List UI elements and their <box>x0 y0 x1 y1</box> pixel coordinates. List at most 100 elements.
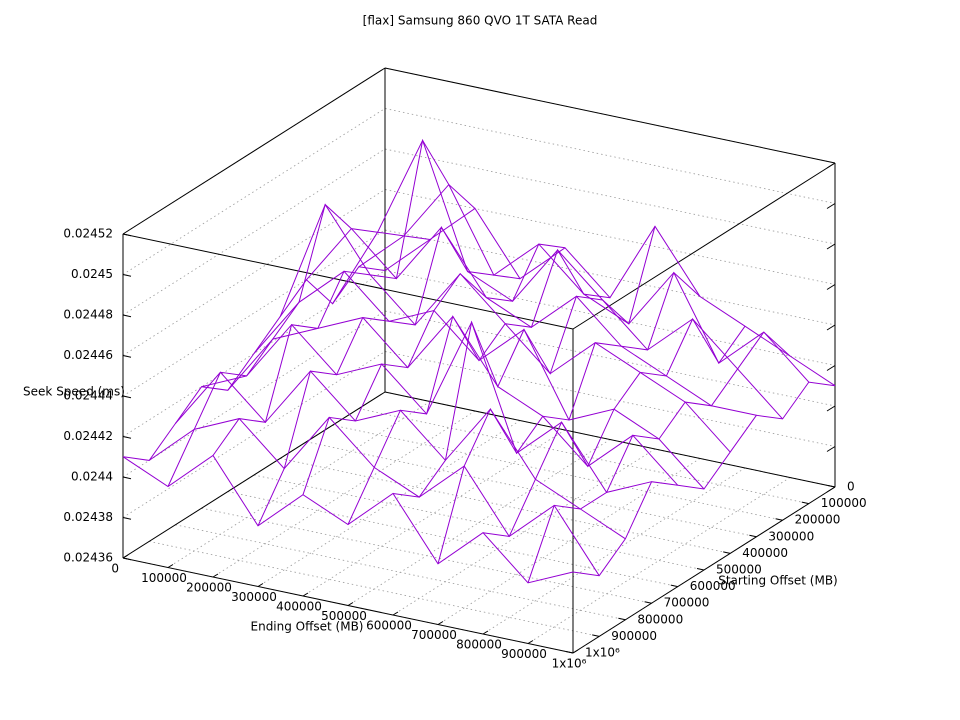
axis-frame <box>384 67 836 164</box>
z-tick-label: 0.02442 <box>63 429 113 443</box>
y-tick-label: 100000 <box>821 496 867 510</box>
z-tick <box>122 517 132 520</box>
x-tick-label: 100000 <box>141 571 187 585</box>
y-tick-label: 800000 <box>637 612 683 626</box>
x-tick-label: 300000 <box>231 590 277 604</box>
z-tick <box>826 365 836 371</box>
grid-line <box>302 429 566 597</box>
z-axis-label: Seek Speed (ms) <box>23 385 125 399</box>
z-tick <box>826 405 836 412</box>
y-tick <box>592 634 600 637</box>
x-tick-label: 900000 <box>501 647 547 661</box>
z-tick-label: 0.02444 <box>63 389 113 403</box>
z-tick-label: 0.02452 <box>63 227 113 241</box>
z-tick <box>122 395 132 399</box>
grid-line <box>122 108 836 275</box>
y-tick <box>696 568 705 571</box>
x-tick <box>167 564 174 568</box>
z-tick-label: 0.0244 <box>71 470 113 484</box>
grid-line <box>122 351 836 518</box>
x-tick-label: 700000 <box>411 628 457 642</box>
grid-line <box>306 441 757 538</box>
z-tick <box>122 233 132 237</box>
surface-row <box>332 139 783 420</box>
y-tick-label: 500000 <box>716 563 762 577</box>
surface-row <box>175 370 626 540</box>
chart-title: [flax] Samsung 860 QVO 1T SATA Read <box>363 14 598 28</box>
z-tick-label: 0.02438 <box>63 510 113 524</box>
y-tick <box>775 518 783 521</box>
x-tick-label: 400000 <box>276 600 322 614</box>
x-tick <box>122 554 129 559</box>
z-tick-label: 0.02446 <box>63 348 113 362</box>
surface-column <box>122 266 386 461</box>
z-tick <box>122 355 132 358</box>
y-tick <box>670 584 678 588</box>
y-tick-label: 900000 <box>611 629 657 643</box>
surface-column <box>257 226 521 527</box>
x-tick <box>257 583 264 587</box>
surface-column <box>437 271 701 564</box>
x-tick <box>482 630 489 635</box>
z-tick <box>826 162 836 169</box>
z-tick <box>122 557 132 561</box>
y-tick-label: 300000 <box>768 529 814 543</box>
grid-line <box>332 424 783 521</box>
grid-line <box>122 229 836 397</box>
y-tick-label: 1x10⁶ <box>585 646 620 660</box>
grid-line <box>257 420 521 587</box>
x-tick-label: 200000 <box>186 581 232 595</box>
x-tick <box>392 611 399 616</box>
y-tick <box>618 617 626 621</box>
x-tick-label: 600000 <box>366 619 412 633</box>
y-tick <box>749 534 757 538</box>
surface-row <box>384 207 836 387</box>
grid-line <box>122 270 836 437</box>
z-tick <box>826 486 836 493</box>
surface-row <box>148 416 600 576</box>
surface-column <box>347 248 611 525</box>
x-tick <box>572 649 579 654</box>
z-tick <box>122 436 132 439</box>
z-tick-label: 0.0245 <box>71 267 113 281</box>
y-tick <box>827 485 836 488</box>
surface-column <box>167 203 431 487</box>
x-tick <box>212 573 219 578</box>
x-tick-label: 1x10⁶ <box>552 657 587 671</box>
z-tick <box>826 284 836 290</box>
axis-frame <box>384 391 836 488</box>
axis-frame <box>572 162 836 330</box>
surface-row <box>122 454 574 584</box>
y-tick <box>565 651 574 654</box>
z-tick-label: 0.02436 <box>63 551 113 565</box>
x-tick <box>347 602 354 606</box>
x-axis-label: Ending Offset (MB) <box>251 620 364 634</box>
grid-line <box>149 541 600 637</box>
y-tick-label: 0 <box>847 480 855 494</box>
surface-column <box>212 139 476 456</box>
grid-line <box>201 507 652 604</box>
surface-row <box>227 315 679 486</box>
y-tick-label: 200000 <box>795 513 841 527</box>
z-tick <box>122 274 132 277</box>
y-tick <box>801 501 809 505</box>
grid-line <box>253 474 705 571</box>
z-tick <box>122 476 132 480</box>
z-tick <box>826 324 836 331</box>
z-tick <box>122 314 132 318</box>
axis-frame <box>122 67 386 235</box>
z-tick <box>826 243 836 250</box>
grid-line <box>122 391 836 559</box>
surface-column <box>527 331 791 583</box>
z-tick-label: 0.02448 <box>63 308 113 322</box>
y-tick-label: 600000 <box>690 579 736 593</box>
grid-line <box>212 410 476 578</box>
surface-row <box>279 203 731 453</box>
surface-column <box>572 381 836 577</box>
x-tick <box>302 592 309 597</box>
x-tick-label: 0 <box>111 562 119 576</box>
z-tick <box>826 446 836 452</box>
surface-column <box>482 317 746 537</box>
